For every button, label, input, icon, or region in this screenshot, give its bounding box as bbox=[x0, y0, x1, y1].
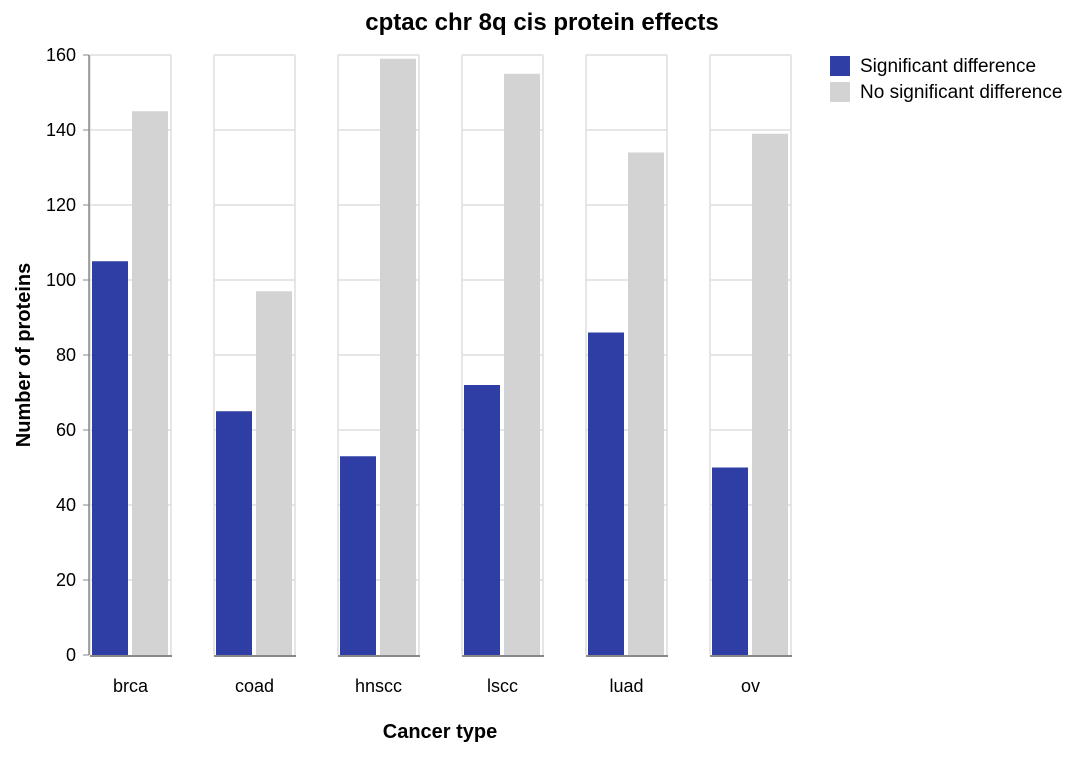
x-tick-label-ov: ov bbox=[741, 676, 760, 696]
bar-lscc-significant bbox=[464, 385, 500, 655]
y-axis-title: Number of proteins bbox=[13, 263, 35, 447]
x-tick-label-luad: luad bbox=[609, 676, 643, 696]
y-tick-label: 20 bbox=[56, 570, 76, 590]
legend-label-not-significant: No significant difference bbox=[860, 82, 1062, 103]
x-tick-label-coad: coad bbox=[235, 676, 274, 696]
y-tick-label: 140 bbox=[46, 120, 76, 140]
bar-luad-significant bbox=[588, 332, 624, 655]
bars-layer bbox=[92, 58, 788, 655]
legend-swatch-significant bbox=[830, 56, 850, 76]
y-tick-label: 120 bbox=[46, 195, 76, 215]
bar-ov-significant bbox=[712, 467, 748, 655]
bar-ov-not-significant bbox=[752, 133, 788, 655]
bar-coad-not-significant bbox=[256, 291, 292, 655]
bar-coad-significant bbox=[216, 411, 252, 655]
legend-swatch-not-significant bbox=[830, 82, 850, 102]
grid-layer bbox=[89, 54, 792, 655]
legend-label-significant: Significant difference bbox=[860, 56, 1036, 77]
x-axis-title: Cancer type bbox=[383, 721, 498, 743]
axis-layer: 0 20 40 60 80 100 120 140 160 brca coad hnscc lscc lu… bbox=[46, 45, 792, 696]
bar-luad-not-significant bbox=[628, 152, 664, 655]
bar-brca-not-significant bbox=[132, 111, 168, 655]
legend: Significant difference No significant di… bbox=[830, 56, 1062, 103]
y-tick-label: 80 bbox=[56, 345, 76, 365]
bar-hnscc-significant bbox=[340, 456, 376, 655]
chart-title: cptac chr 8q cis protein effects bbox=[365, 9, 718, 36]
bar-lscc-not-significant bbox=[504, 73, 540, 655]
y-tick-label: 160 bbox=[46, 45, 76, 65]
bar-hnscc-not-significant bbox=[380, 58, 416, 655]
x-tick-label-hnscc: hnscc bbox=[355, 676, 402, 696]
y-tick-label: 0 bbox=[66, 645, 76, 665]
x-tick-label-lscc: lscc bbox=[487, 676, 518, 696]
bar-brca-significant bbox=[92, 261, 128, 655]
y-tick-label: 40 bbox=[56, 495, 76, 515]
y-tick-label: 60 bbox=[56, 420, 76, 440]
y-tick-label: 100 bbox=[46, 270, 76, 290]
x-tick-label-brca: brca bbox=[113, 676, 149, 696]
